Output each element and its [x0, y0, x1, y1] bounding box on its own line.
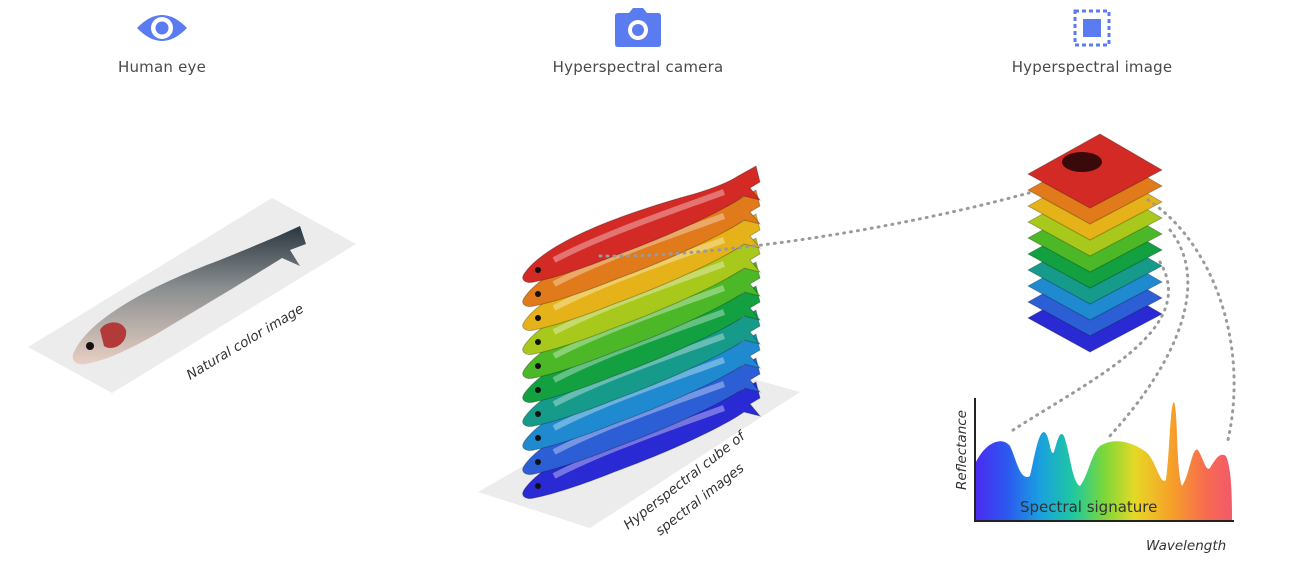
wavelength-label: Wavelength — [1146, 538, 1226, 554]
header-image-title: Hyperspectral image — [1011, 58, 1173, 76]
stack-layers — [1026, 133, 1164, 353]
stack-layer — [1026, 133, 1164, 209]
spectral-curve — [976, 402, 1232, 522]
selection-icon — [1073, 9, 1111, 47]
spectral-chart: Spectral signature Reflectance Wavelengt… — [954, 398, 1234, 554]
header-camera: Hyperspectral camera — [508, 8, 768, 76]
header-human-eye: Human eye — [32, 8, 292, 76]
image-stack-group — [1026, 133, 1164, 353]
camera-icon — [615, 8, 661, 47]
cube-group: Hyperspectral cube of spectral images — [478, 165, 800, 539]
natural-fish — [72, 226, 307, 365]
header-camera-title: Hyperspectral camera — [552, 58, 724, 76]
signature-connectors — [1008, 198, 1236, 442]
natural-image-group: Natural color image — [28, 198, 356, 393]
eye-icon — [137, 15, 187, 41]
reflectance-label: Reflectance — [954, 410, 970, 490]
signature-label: Spectral signature — [1020, 498, 1157, 516]
header-hyperspectral-image: Hyperspectral image — [962, 8, 1222, 76]
stack-top-detail — [1062, 152, 1102, 172]
header-human-eye-title: Human eye — [118, 58, 206, 76]
cube-layers — [522, 165, 762, 499]
cube-layer — [522, 165, 762, 283]
